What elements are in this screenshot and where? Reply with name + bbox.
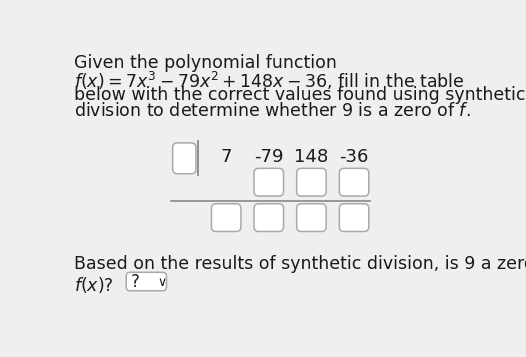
Text: below with the correct values found using synthetic: below with the correct values found usin… bbox=[74, 86, 525, 104]
FancyBboxPatch shape bbox=[254, 169, 284, 196]
FancyBboxPatch shape bbox=[211, 204, 241, 231]
FancyBboxPatch shape bbox=[254, 204, 284, 231]
Text: $f(x)$?: $f(x)$? bbox=[74, 275, 113, 295]
FancyBboxPatch shape bbox=[339, 204, 369, 231]
Text: -79: -79 bbox=[254, 148, 284, 166]
Text: $f(x) = 7x^3 - 79x^2 + 148x - 36$, fill in the table: $f(x) = 7x^3 - 79x^2 + 148x - 36$, fill … bbox=[74, 70, 464, 92]
FancyBboxPatch shape bbox=[126, 272, 167, 291]
FancyBboxPatch shape bbox=[173, 143, 196, 174]
Text: Based on the results of synthetic division, is 9 a zero of: Based on the results of synthetic divisi… bbox=[74, 255, 526, 273]
Text: Given the polynomial function: Given the polynomial function bbox=[74, 54, 336, 72]
Text: ∨: ∨ bbox=[157, 276, 166, 289]
Text: ?: ? bbox=[130, 272, 139, 291]
Text: division to determine whether 9 is a zero of $f$.: division to determine whether 9 is a zer… bbox=[74, 102, 470, 120]
Text: -36: -36 bbox=[339, 148, 369, 166]
FancyBboxPatch shape bbox=[297, 204, 326, 231]
FancyBboxPatch shape bbox=[297, 169, 326, 196]
Text: 7: 7 bbox=[220, 148, 232, 166]
Text: 148: 148 bbox=[295, 148, 329, 166]
FancyBboxPatch shape bbox=[339, 169, 369, 196]
